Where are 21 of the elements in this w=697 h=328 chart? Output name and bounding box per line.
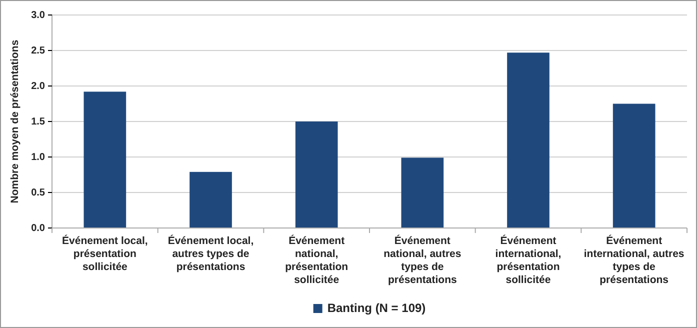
bar (190, 172, 232, 228)
x-tick-label: Événement international, autres types de présentations (584, 234, 684, 286)
y-tick-label: 0.5 (31, 188, 46, 199)
y-tick-label: 1.0 (31, 152, 46, 164)
y-tick-label: 0.0 (31, 223, 46, 234)
x-tick-label: Événement international, présentation sollicitée (495, 234, 562, 286)
x-tick-label: Événement national, autres types de présentations (384, 234, 462, 286)
x-tick-label: Événement national, présentation sollicitée (285, 234, 348, 286)
bar (401, 158, 444, 228)
y-tick-label: 2.5 (31, 46, 46, 57)
bar (295, 122, 338, 228)
bar (84, 92, 126, 228)
bar (612, 104, 656, 228)
legend-label: Banting (N = 109) (327, 301, 426, 315)
x-tick-label: Événement local, présentation sollicitée (62, 234, 148, 273)
bar (507, 52, 550, 228)
y-axis-title: Nombre moyen de présentations (9, 40, 21, 204)
y-tick-label: 2.0 (31, 81, 46, 92)
x-tick-label: Événement local, autres types de présentations (168, 234, 254, 273)
y-tick-label: 1.5 (31, 116, 46, 128)
y-tick-label: 3.0 (31, 10, 46, 22)
